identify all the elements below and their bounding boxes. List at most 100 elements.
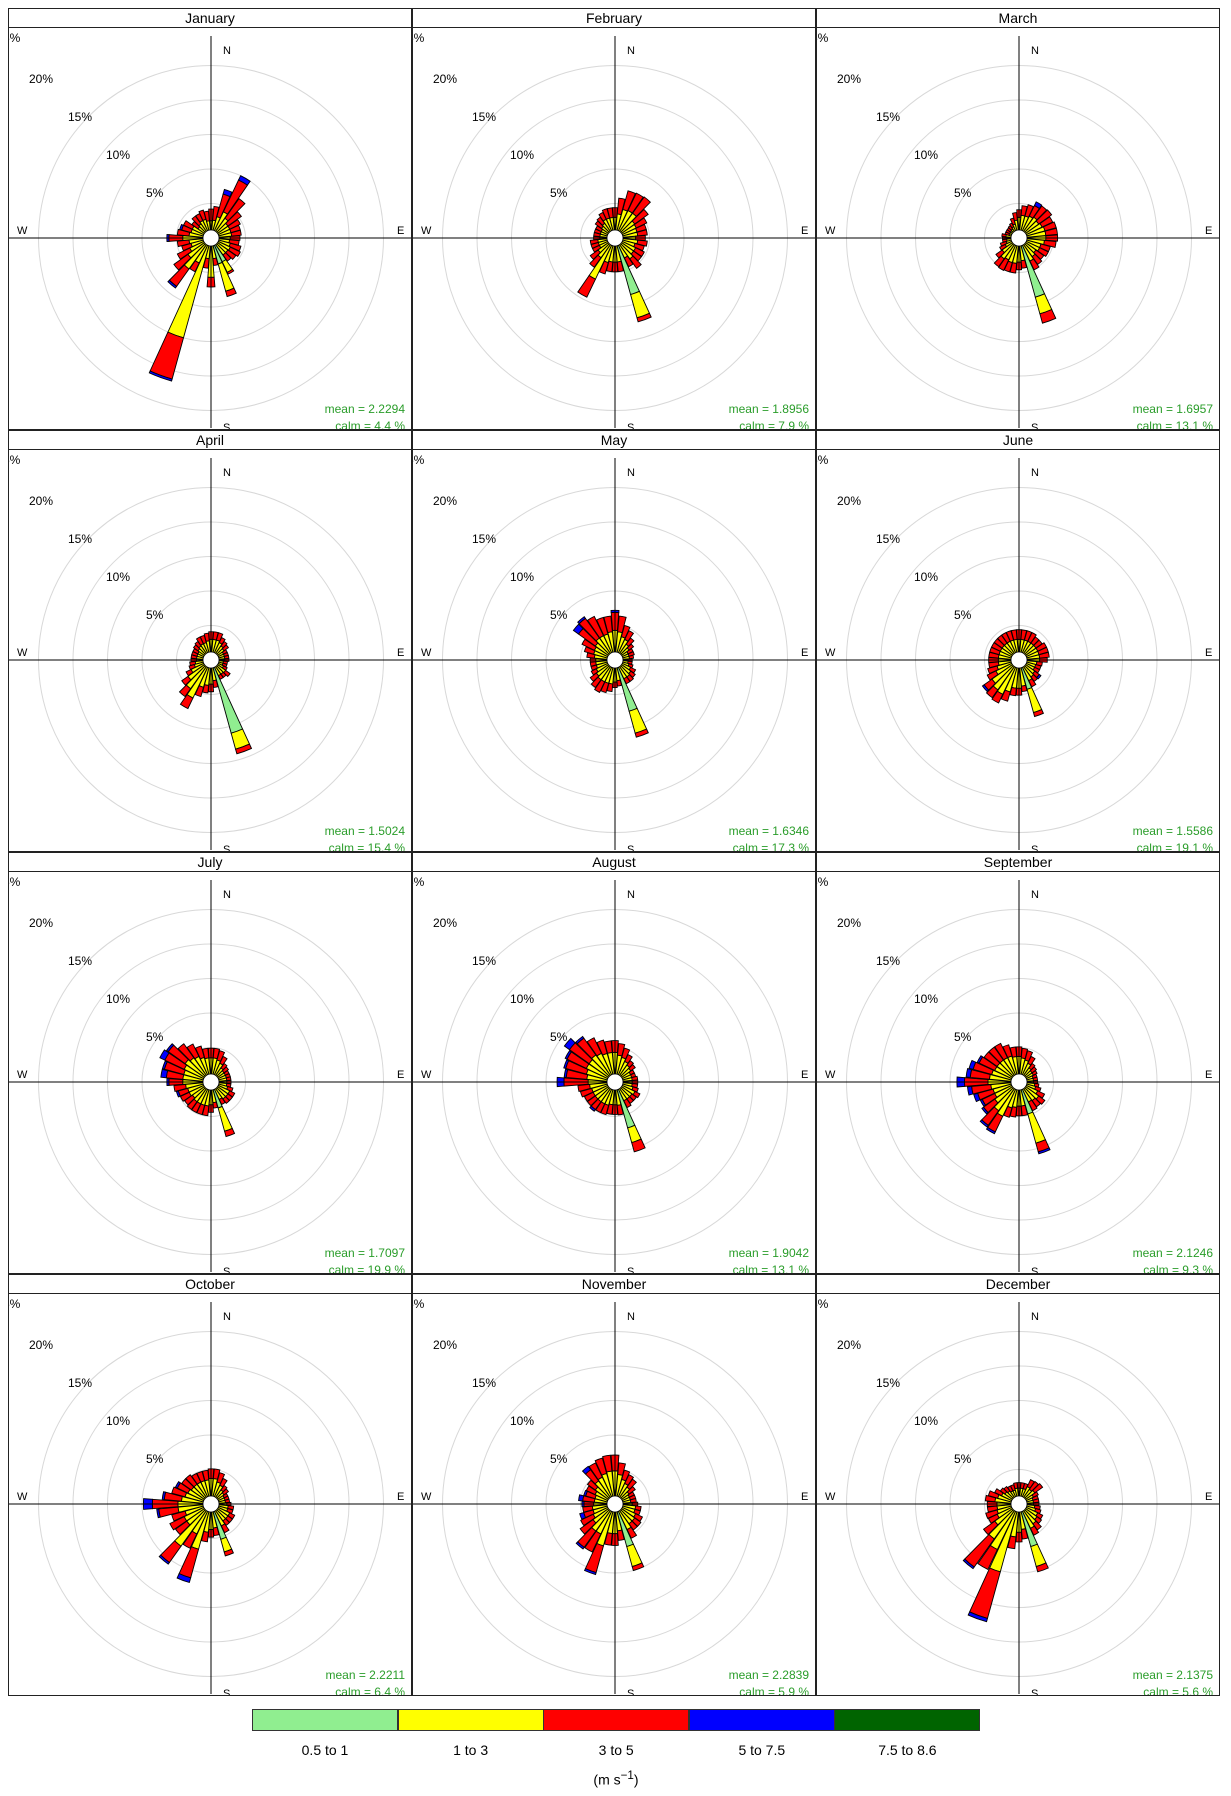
mean-label: mean = 2.2294 bbox=[325, 402, 406, 416]
wedge-290-bin-3 bbox=[161, 1060, 168, 1070]
wedge-60-bin-2 bbox=[227, 218, 241, 230]
direction-s: S bbox=[1031, 1688, 1038, 1696]
ring-label-4: 5% bbox=[413, 453, 425, 467]
ring-label-4: 5% bbox=[413, 875, 425, 889]
wedge-120-bin-2 bbox=[633, 247, 645, 258]
wedge-210-bin-2 bbox=[179, 694, 194, 710]
windrose-plot: N E S W 5% 10% 15% 20% 5% mean = 2.1246 calm = 9.3… bbox=[817, 875, 1219, 1273]
calm-circle bbox=[1010, 229, 1028, 247]
wedge-260-bin-2 bbox=[189, 660, 197, 666]
wedge-260-bin-3 bbox=[156, 1508, 161, 1519]
direction-n: N bbox=[223, 467, 231, 479]
windrose-panel-april: April N E S W 5% 10% 15% 20% 5% mean = 1.5024 calm … bbox=[8, 430, 412, 852]
wedge-200-bin-3 bbox=[176, 1573, 192, 1584]
wedge-200-bin-3 bbox=[148, 370, 173, 382]
direction-e: E bbox=[801, 225, 808, 237]
windrose-plot: N E S W 5% 10% 15% 20% 5% mean = 2.2294 calm = 4.4… bbox=[9, 31, 411, 430]
ring-label-1: 10% bbox=[914, 148, 938, 162]
ring-label-0: 5% bbox=[146, 1452, 164, 1466]
legend-label-0: 0.5 to 1 bbox=[301, 1742, 349, 1758]
direction-w: W bbox=[17, 647, 28, 659]
wedge-240-bin-2 bbox=[185, 668, 194, 677]
windrose-panel-may: May N E S W 5% 10% 15% 20% 5% mean = 1.6346 calm = … bbox=[412, 430, 816, 852]
wedge-200-bin-2 bbox=[1003, 260, 1013, 273]
panel-title: May bbox=[413, 431, 815, 450]
wedge-340-bin-2 bbox=[194, 1045, 205, 1060]
wedge-30-bin-2 bbox=[219, 1477, 228, 1488]
wedge-170-bin-2 bbox=[616, 679, 623, 687]
wedge-50-bin-2 bbox=[1029, 1066, 1038, 1074]
wedge-220-bin-3 bbox=[575, 1541, 585, 1550]
wedge-290-bin-3 bbox=[968, 1059, 977, 1070]
wedge-310-bin-3 bbox=[563, 1037, 576, 1051]
calm-circle bbox=[606, 651, 624, 669]
ring-label-3: 20% bbox=[29, 916, 53, 930]
wedge-50-bin-2 bbox=[221, 644, 230, 652]
wedge-320-bin-2 bbox=[185, 1474, 198, 1488]
wedge-170-bin-2 bbox=[1020, 1104, 1029, 1117]
panel-title: February bbox=[413, 9, 815, 28]
wedge-50-bin-2 bbox=[221, 1488, 230, 1496]
ring-label-2: 15% bbox=[68, 954, 92, 968]
wedge-220-bin-2 bbox=[985, 685, 999, 699]
wedge-100-bin-2 bbox=[636, 239, 648, 247]
ring-label-4: 5% bbox=[9, 453, 21, 467]
windrose-panel-february: February N E S W 5% 10% 15% 20% 5% mean = 1.8956 ca… bbox=[412, 8, 816, 430]
wedge-20-bin-2 bbox=[621, 1047, 631, 1060]
wedge-350-bin-2 bbox=[203, 632, 210, 642]
wedge-340-bin-2 bbox=[198, 209, 207, 222]
wedge-170-bin-2 bbox=[212, 1101, 219, 1109]
wedge-80-bin-2 bbox=[1038, 651, 1050, 659]
ring-label-3: 20% bbox=[837, 916, 861, 930]
direction-s: S bbox=[1031, 844, 1038, 852]
calm-label: calm = 19.1 % bbox=[1137, 841, 1214, 852]
calm-label: calm = 17.3 % bbox=[733, 841, 810, 852]
ring-label-1: 10% bbox=[914, 992, 938, 1006]
wedge-350-bin-2 bbox=[603, 615, 613, 634]
ring-label-0: 5% bbox=[550, 1452, 568, 1466]
wedge-350-bin-2 bbox=[1009, 1046, 1018, 1058]
ring-label-2: 15% bbox=[472, 110, 496, 124]
mean-label: mean = 1.5586 bbox=[1133, 824, 1214, 838]
wedge-300-bin-2 bbox=[585, 1485, 598, 1496]
direction-e: E bbox=[397, 1069, 404, 1081]
direction-w: W bbox=[421, 225, 432, 237]
ring-label-3: 20% bbox=[433, 1338, 457, 1352]
calm-label: calm = 19.9 % bbox=[329, 1263, 406, 1274]
panel-title: April bbox=[9, 431, 411, 450]
wedge-100-bin-2 bbox=[1043, 239, 1057, 248]
wedge-20-bin-2 bbox=[1024, 1050, 1034, 1062]
wedge-20-bin-2 bbox=[1024, 204, 1034, 218]
wedge-50-bin-2 bbox=[628, 1063, 636, 1072]
wedge-120-bin-2 bbox=[1037, 247, 1049, 258]
wedge-80-bin-2 bbox=[636, 229, 648, 237]
direction-n: N bbox=[627, 45, 635, 57]
ring-label-3: 20% bbox=[837, 494, 861, 508]
ring-label-4: 5% bbox=[817, 453, 829, 467]
wedge-160-bin-2 bbox=[1032, 708, 1045, 718]
calm-label: calm = 4.4 % bbox=[335, 419, 405, 430]
ring-label-2: 15% bbox=[68, 110, 92, 124]
ring-label-0: 5% bbox=[550, 608, 568, 622]
wedge-200-bin-3 bbox=[583, 1568, 597, 1576]
windrose-plot: N E S W 5% 10% 15% 20% 5% mean = 2.1375 calm = 5.6… bbox=[817, 1297, 1219, 1696]
wedge-210-bin-3 bbox=[985, 1126, 996, 1135]
calm-label: calm = 5.9 % bbox=[739, 1685, 809, 1696]
windrose-plot: N E S W 5% 10% 15% 20% 5% mean = 1.6346 calm = 17.… bbox=[413, 453, 815, 852]
ring-label-4: 5% bbox=[413, 1297, 425, 1311]
ring-label-4: 5% bbox=[817, 31, 829, 45]
direction-s: S bbox=[627, 844, 634, 852]
wedge-230-bin-2 bbox=[181, 675, 192, 686]
direction-e: E bbox=[397, 225, 404, 237]
wedge-330-bin-2 bbox=[186, 1043, 200, 1060]
wedge-80-bin-2 bbox=[230, 229, 242, 237]
wedge-280-bin-3 bbox=[578, 1494, 585, 1502]
wedge-290-bin-3 bbox=[179, 223, 184, 231]
wedge-120-bin-2 bbox=[632, 1090, 641, 1099]
wedge-230-bin-2 bbox=[173, 253, 192, 271]
wedge-350-bin-2 bbox=[1013, 1482, 1019, 1490]
calm-circle bbox=[1010, 1495, 1028, 1513]
wedge-310-bin-2 bbox=[586, 1479, 599, 1491]
ring-label-2: 15% bbox=[876, 954, 900, 968]
wedge-200-bin-2 bbox=[600, 681, 610, 694]
